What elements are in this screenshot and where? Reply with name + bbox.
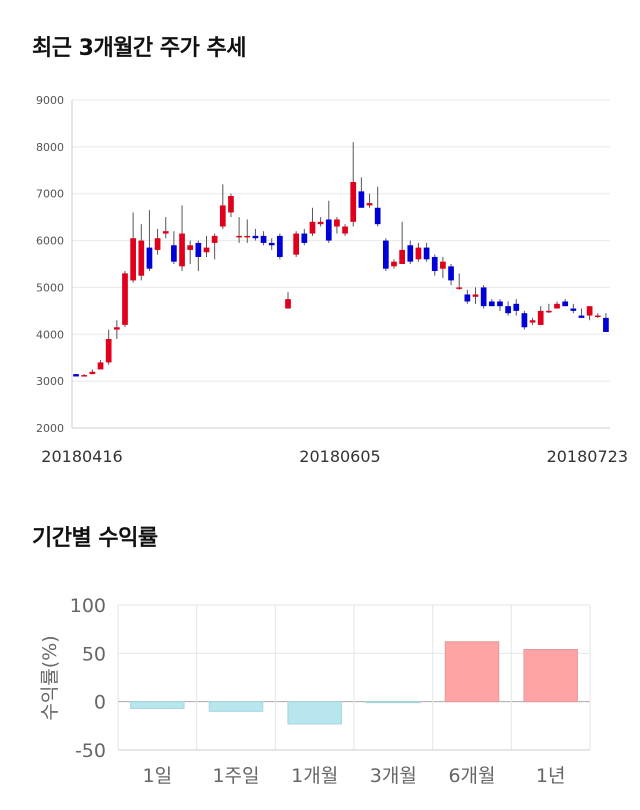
candle-up	[546, 310, 552, 313]
candle-down	[570, 308, 577, 311]
x-tick-label: 1주일	[212, 765, 259, 787]
y-tick-label: 50	[82, 643, 106, 665]
candle-up	[366, 203, 373, 206]
candle-up	[81, 375, 88, 377]
candle-down	[358, 191, 365, 208]
candle-up	[203, 247, 210, 253]
return-bar-negative	[130, 701, 185, 709]
x-tick-label: 1년	[536, 765, 566, 787]
candle-up	[342, 226, 348, 234]
candle-down	[73, 374, 79, 377]
candle-up	[293, 233, 300, 255]
x-tick-label: 1일	[143, 765, 173, 787]
candle-up	[537, 310, 544, 325]
x-tick-label: 20180605	[299, 447, 380, 466]
candle-down	[423, 247, 430, 260]
return-bar-positive	[444, 641, 500, 703]
candle-down	[578, 315, 585, 318]
candle-up	[211, 235, 218, 243]
x-tick-label: 1개월	[291, 765, 338, 787]
y-tick-label: 9000	[36, 94, 64, 107]
y-tick-label: 3000	[36, 375, 64, 388]
candle-up	[97, 362, 104, 370]
candle-down	[382, 240, 389, 269]
price-trend-title: 최근 3개월간 주가 추세	[32, 36, 246, 61]
candle-down	[497, 301, 503, 307]
return-bar-positive	[523, 648, 578, 703]
candle-down	[562, 301, 569, 307]
candle-up	[138, 240, 145, 276]
candle-up	[440, 261, 446, 269]
candle-up	[586, 306, 593, 316]
candle-up	[105, 338, 112, 363]
candle-up	[350, 182, 357, 222]
candle-up	[529, 320, 536, 323]
candle-up	[154, 238, 161, 250]
candle-down	[488, 301, 495, 307]
y-tick-label: 8000	[36, 141, 64, 154]
y-tick-label: 6000	[36, 235, 64, 248]
return-bar-negative	[366, 701, 421, 704]
candle-up	[399, 249, 405, 264]
candle-down	[146, 247, 153, 269]
candle-down	[374, 207, 381, 225]
return-bar-negative	[208, 701, 264, 712]
candle-down	[521, 313, 528, 328]
candle-up	[472, 294, 479, 297]
y-tick-label: 2000	[36, 422, 64, 435]
candle-up	[415, 247, 422, 260]
y-axis-title: 수익률(%)	[39, 635, 61, 720]
candle-down	[268, 242, 275, 246]
candle-down	[252, 235, 259, 239]
candle-down	[171, 245, 177, 262]
x-tick-label: 6개월	[448, 765, 495, 787]
candle-down	[513, 303, 520, 311]
candle-up	[113, 327, 120, 330]
candle-down	[277, 235, 283, 257]
return-bar-negative	[287, 701, 342, 725]
candle-up	[130, 238, 136, 281]
y-tick-label: -50	[75, 740, 106, 762]
candle-down	[325, 219, 332, 241]
x-tick-label: 20180416	[41, 447, 122, 466]
candle-up	[228, 196, 234, 213]
candle-down	[448, 266, 454, 281]
candle-up	[334, 219, 340, 227]
candle-down	[195, 242, 202, 257]
x-tick-label: 20180723	[547, 447, 628, 466]
candle-up	[179, 233, 185, 267]
candle-up	[89, 371, 96, 375]
candle-up	[219, 205, 226, 227]
candle-up	[122, 273, 128, 325]
candle-up	[285, 299, 291, 309]
y-tick-label: 100	[70, 595, 106, 617]
candle-up	[244, 235, 251, 238]
candle-up	[236, 235, 242, 238]
candle-up	[554, 303, 560, 309]
candle-up	[309, 221, 316, 234]
price-candlestick-chart: 9000 8000 7000 6000 5000 4000 3000 2000 20180416…	[36, 94, 628, 466]
candle-up	[162, 231, 169, 234]
candle-down	[464, 294, 471, 302]
x-tick-label: 3개월	[370, 765, 417, 787]
y-tick-label: 7000	[36, 188, 64, 201]
candle-up	[391, 261, 397, 267]
candle-down	[480, 287, 487, 307]
candle-down	[431, 256, 438, 272]
candle-up	[317, 221, 324, 225]
y-tick-label: 0	[94, 692, 106, 714]
period-return-title: 기간별 수익률	[32, 526, 158, 551]
candle-down	[505, 306, 511, 314]
candle-down	[301, 233, 308, 243]
y-tick-label: 5000	[36, 281, 64, 294]
candle-down	[260, 235, 267, 243]
candle-down	[603, 317, 609, 332]
candle-up	[187, 245, 194, 250]
candle-up	[456, 287, 463, 289]
y-tick-label: 4000	[36, 328, 64, 341]
candle-up	[594, 315, 601, 318]
candle-down	[407, 245, 414, 262]
